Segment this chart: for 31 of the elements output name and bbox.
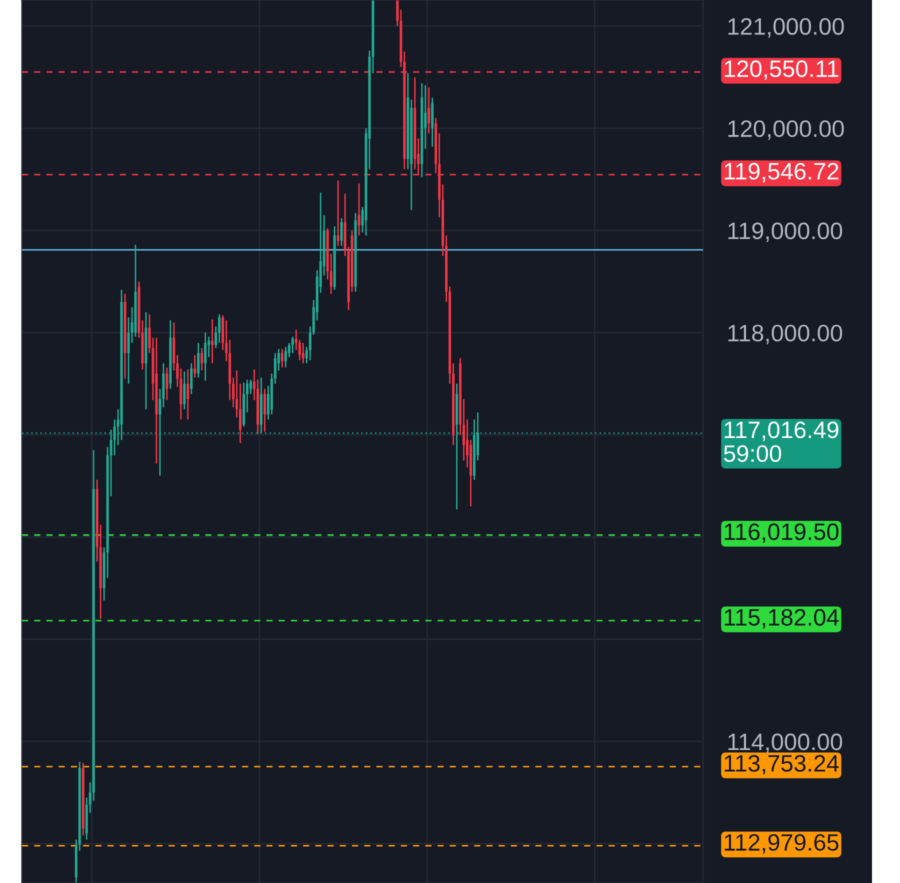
- candlestick: [428, 86, 430, 134]
- ref-line-label: 117,016.49 59:00: [724, 422, 838, 462]
- y-tick-label: 121,000.00: [728, 18, 844, 38]
- candlestick: [190, 362, 193, 395]
- ref-line-label: 116,019.50: [724, 523, 839, 543]
- candlestick: [340, 218, 343, 246]
- candlestick: [194, 354, 196, 378]
- ref-line-label: 115,182.04: [724, 608, 839, 629]
- candlestick: [183, 370, 186, 410]
- ref-line-label: 119,546.72: [724, 162, 838, 182]
- candlestick: [291, 336, 294, 354]
- y-tick-label: 119,000.00: [728, 222, 842, 242]
- y-tick-label: 120,000.00: [728, 120, 844, 140]
- ref-line-label: 112,979.65: [724, 834, 838, 854]
- candlestick: [200, 347, 204, 372]
- candlestick: [197, 342, 200, 378]
- candlestick: [336, 180, 340, 246]
- candlestick: [166, 366, 168, 401]
- y-tick-label: 118,000.00: [728, 324, 842, 344]
- ref-line-label: 120,550.11: [724, 60, 838, 80]
- candlestick: [284, 346, 287, 368]
- candlestick: [358, 182, 360, 236]
- candlestick: [218, 314, 221, 344]
- candlestick: [302, 342, 304, 364]
- candlestick: [211, 318, 214, 364]
- candlestick: [186, 368, 190, 420]
- candlestick: [280, 348, 284, 368]
- ref-line-label: 113,753.24: [724, 755, 839, 775]
- candlestick: [204, 332, 207, 382]
- y-tick-label: 114,000.00: [728, 734, 842, 754]
- candlestick: [263, 388, 266, 432]
